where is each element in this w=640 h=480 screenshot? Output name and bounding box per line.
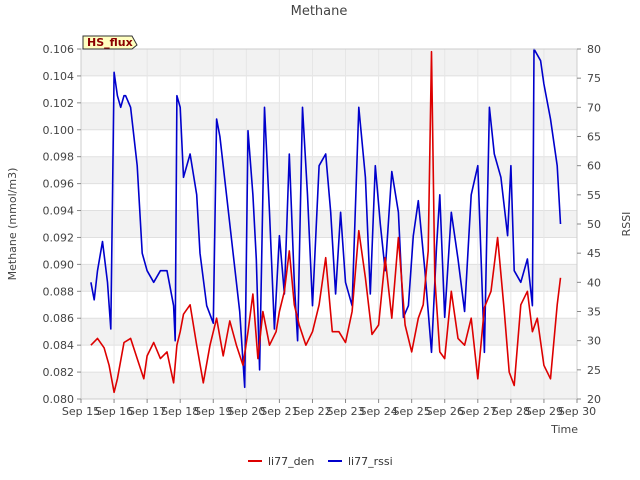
y2-axis-ticks: 20 25 30 35 40 45 50 55 60 65 70 75 80	[577, 43, 601, 406]
legend: li77_den li77_rssi	[248, 455, 393, 468]
y2-tick-label: 30	[587, 335, 601, 348]
y2-tick-label: 70	[587, 101, 601, 114]
y-tick-label: 0.104	[43, 70, 75, 83]
y-tick-label: 0.082	[43, 366, 75, 379]
x-tick-label: Sep 26	[426, 405, 464, 418]
chart-title: Methane	[291, 4, 348, 19]
x-tick-label: Sep 23	[326, 405, 364, 418]
badge-shape	[82, 35, 138, 50]
y-tick-label: 0.102	[43, 97, 75, 110]
x-tick-label: Sep 29	[525, 405, 563, 418]
y2-tick-label: 75	[587, 72, 601, 85]
x-tick-label: Sep 30	[558, 405, 596, 418]
x-tick-label: Sep 22	[293, 405, 331, 418]
hs-flux-badge: HS_flux	[82, 35, 138, 50]
x-axis-label: Time	[550, 423, 578, 436]
series-lines	[90, 48, 562, 394]
y-tick-label: 0.106	[43, 43, 75, 56]
background-band	[81, 49, 577, 76]
y-tick-label: 0.096	[43, 178, 75, 191]
y2-tick-label: 50	[587, 218, 601, 231]
y-tick-label: 0.080	[43, 393, 75, 406]
y2-axis-label: RSSI	[620, 212, 633, 237]
x-tick-label: Sep 15	[62, 405, 100, 418]
x-tick-label: Sep 25	[393, 405, 431, 418]
y2-tick-label: 40	[587, 276, 601, 289]
background-band	[81, 102, 577, 130]
background-band	[81, 156, 577, 184]
y2-tick-label: 25	[587, 364, 601, 377]
y-tick-label: 0.094	[43, 205, 75, 218]
x-tick-label: Sep 24	[359, 405, 397, 418]
y-tick-label: 0.090	[43, 258, 75, 271]
y2-tick-label: 55	[587, 189, 601, 202]
y-tick-label: 0.088	[43, 285, 75, 298]
legend-label-li77-rssi: li77_rssi	[348, 455, 393, 468]
legend-label-li77-den: li77_den	[268, 455, 314, 468]
y2-tick-label: 80	[587, 43, 601, 56]
y2-tick-label: 20	[587, 393, 601, 406]
x-tick-label: Sep 27	[459, 405, 497, 418]
y2-tick-label: 60	[587, 160, 601, 173]
badge-text: HS_flux	[87, 36, 133, 49]
y-tick-label: 0.092	[43, 231, 75, 244]
y2-tick-label: 35	[587, 306, 601, 319]
x-tick-label: Sep 20	[227, 405, 265, 418]
background-band	[81, 372, 577, 399]
series-line-li77-den	[90, 50, 562, 394]
x-tick-label: Sep 17	[128, 405, 166, 418]
background-band	[81, 318, 577, 346]
series-line-li77-rssi	[90, 48, 562, 389]
x-tick-label: Sep 28	[492, 405, 530, 418]
x-tick-label: Sep 18	[161, 405, 199, 418]
x-tick-label: Sep 19	[194, 405, 232, 418]
y-tick-label: 0.086	[43, 312, 75, 325]
x-tick-label: Sep 16	[95, 405, 133, 418]
y-tick-label: 0.100	[43, 124, 75, 137]
x-tick-label: Sep 21	[260, 405, 298, 418]
y-tick-label: 0.084	[43, 339, 75, 352]
y-axis-ticks: 0.080 0.082 0.084 0.086 0.088 0.090 0.092 0.094…	[43, 43, 81, 406]
background-bands	[81, 49, 577, 399]
y2-tick-label: 65	[587, 131, 601, 144]
y-axis-label: Methane (mmol/m3)	[6, 168, 19, 281]
background-band	[81, 210, 577, 238]
y2-tick-label: 45	[587, 247, 601, 260]
y-tick-label: 0.098	[43, 151, 75, 164]
